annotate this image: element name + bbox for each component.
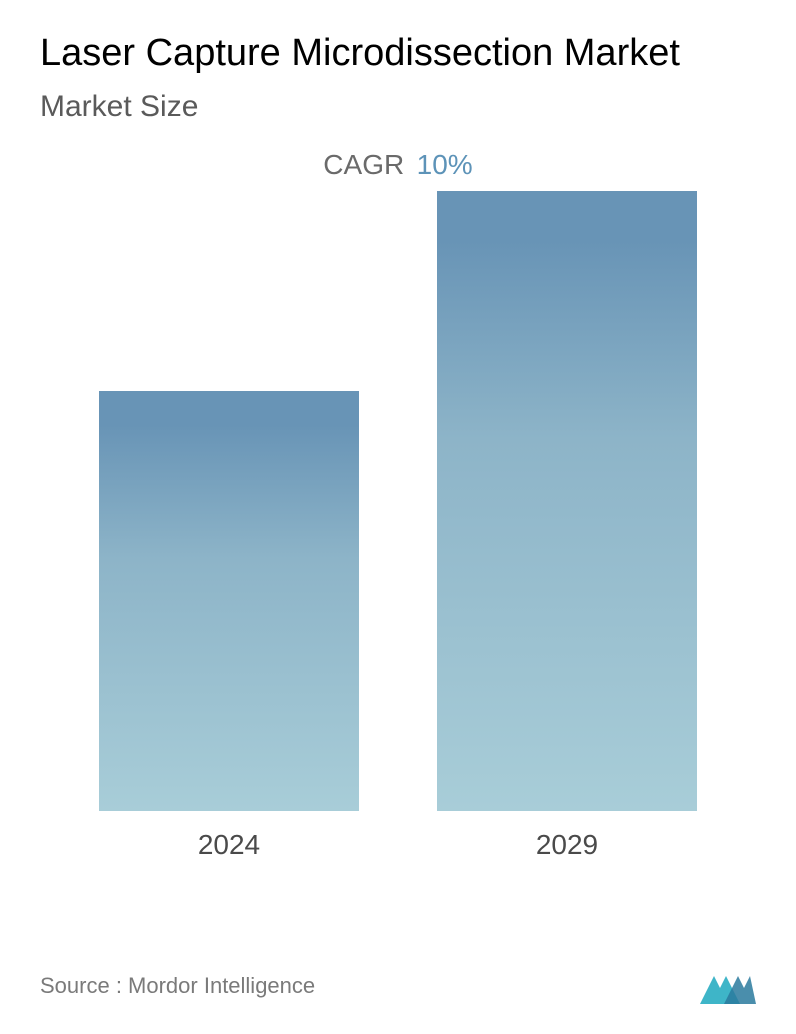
cagr-label: CAGR [323,149,404,180]
chart-title: Laser Capture Microdissection Market [40,30,756,78]
bar-label-1: 2029 [536,829,598,861]
bar-label-0: 2024 [198,829,260,861]
source-text: Source : Mordor Intelligence [40,973,315,999]
bar-1 [437,191,697,811]
footer: Source : Mordor Intelligence [40,968,756,1004]
bar-0 [99,391,359,811]
cagr-container: CAGR 10% [40,149,756,181]
bar-wrapper-0: 2024 [99,391,359,861]
chart-area: 2024 2029 [40,221,756,861]
cagr-value: 10% [417,149,473,180]
bar-wrapper-1: 2029 [437,191,697,861]
chart-subtitle: Market Size [40,90,756,124]
mordor-logo-icon [700,968,756,1004]
